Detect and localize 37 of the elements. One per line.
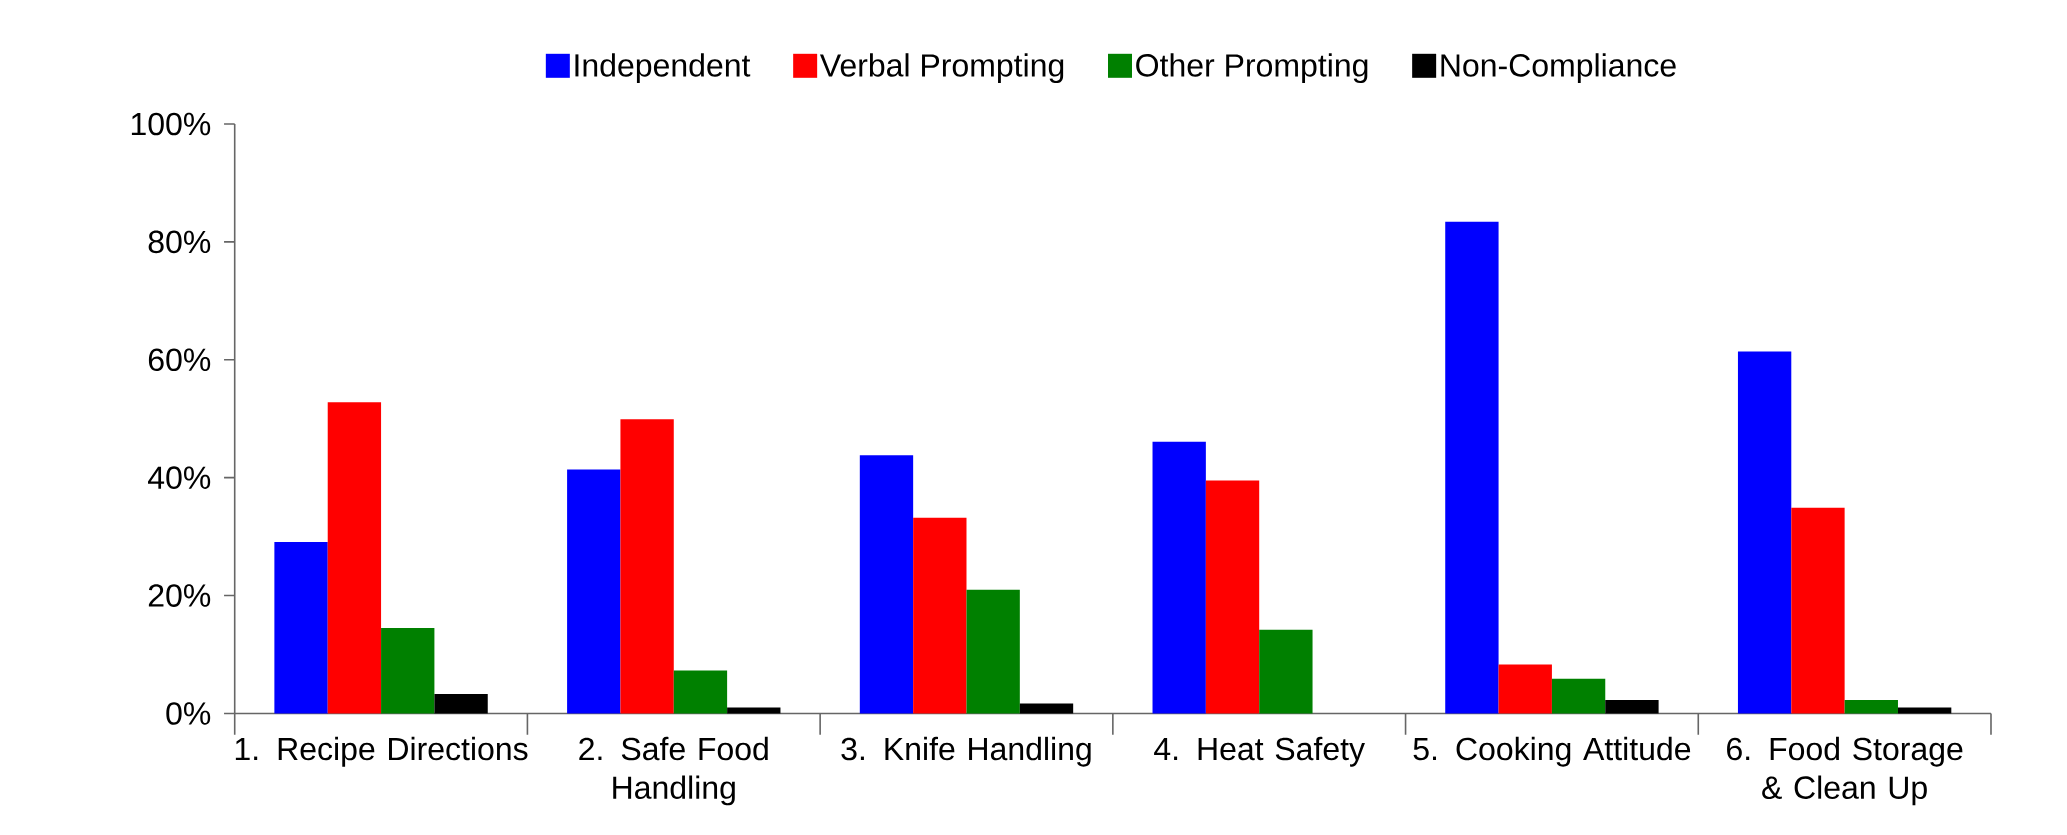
bar xyxy=(1551,678,1606,714)
x-tick-label: 5. Cooking Attitude xyxy=(1413,736,1691,767)
bar xyxy=(1259,629,1313,714)
y-tick-label: 80% xyxy=(148,230,211,254)
x-tick-label: 1. Recipe Directions xyxy=(235,736,528,767)
bar xyxy=(1844,699,1898,714)
bar xyxy=(327,402,382,714)
bar xyxy=(966,589,1020,714)
bar xyxy=(1791,507,1845,714)
x-tick-label: 2. Safe Food Handling xyxy=(579,736,768,806)
bar xyxy=(1205,480,1260,714)
bar xyxy=(381,628,435,714)
bar xyxy=(567,469,621,714)
bar xyxy=(1498,664,1552,714)
legend-label: Independent xyxy=(575,53,751,84)
legend-label: Other Prompting xyxy=(1136,53,1368,84)
y-tick-label: 100% xyxy=(131,112,211,136)
y-tick-label: 40% xyxy=(148,466,211,490)
bar xyxy=(859,455,914,714)
bar xyxy=(1737,351,1792,714)
bar xyxy=(1605,699,1659,714)
legend-label: Verbal Prompting xyxy=(819,53,1064,84)
bar xyxy=(1019,703,1074,714)
legend-label: Non-Compliance xyxy=(1441,53,1676,84)
x-tick-label: 6. Food Storage & Clean Up xyxy=(1727,736,1963,806)
y-tick-label: 60% xyxy=(148,348,211,372)
bar xyxy=(1445,221,1499,714)
x-tick-label: 3. Knife Handling xyxy=(841,736,1091,767)
bar xyxy=(434,694,488,714)
bar xyxy=(620,419,674,714)
bar xyxy=(274,542,328,714)
bar xyxy=(673,670,728,714)
bar xyxy=(1152,441,1206,714)
bar xyxy=(913,517,967,714)
x-tick-label: 4. Heat Safety xyxy=(1154,736,1365,767)
y-tick-label: 0% xyxy=(166,702,211,725)
y-tick-label: 20% xyxy=(148,584,211,607)
